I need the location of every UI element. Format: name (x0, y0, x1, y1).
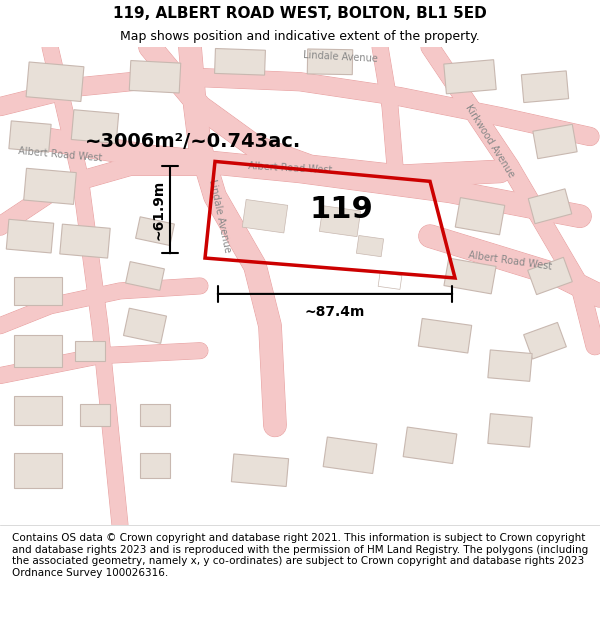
Polygon shape (418, 319, 472, 353)
Text: Albert Road West: Albert Road West (248, 161, 332, 176)
Polygon shape (323, 437, 377, 474)
Text: Lindale Avenue: Lindale Avenue (208, 179, 233, 254)
Polygon shape (125, 262, 164, 291)
Polygon shape (356, 236, 383, 257)
Polygon shape (80, 404, 110, 426)
Polygon shape (488, 414, 532, 447)
Polygon shape (319, 206, 361, 237)
Polygon shape (455, 198, 505, 235)
Polygon shape (24, 168, 76, 204)
Polygon shape (140, 404, 170, 426)
Polygon shape (528, 189, 572, 224)
Text: Contains OS data © Crown copyright and database right 2021. This information is : Contains OS data © Crown copyright and d… (12, 533, 588, 578)
Text: Albert Road West: Albert Road West (467, 250, 553, 272)
Polygon shape (129, 61, 181, 93)
Text: Albert Road West: Albert Road West (17, 146, 103, 163)
Polygon shape (488, 350, 532, 381)
Polygon shape (60, 224, 110, 258)
Polygon shape (521, 71, 569, 102)
Text: 119, ALBERT ROAD WEST, BOLTON, BL1 5ED: 119, ALBERT ROAD WEST, BOLTON, BL1 5ED (113, 6, 487, 21)
Polygon shape (14, 277, 62, 305)
Polygon shape (140, 452, 170, 478)
Text: ~61.9m: ~61.9m (151, 179, 165, 240)
Text: Lindale Avenue: Lindale Avenue (302, 50, 377, 64)
Polygon shape (75, 341, 105, 361)
Polygon shape (9, 121, 51, 152)
Polygon shape (124, 308, 166, 343)
Polygon shape (232, 454, 289, 486)
Polygon shape (14, 452, 62, 488)
Polygon shape (403, 427, 457, 464)
Polygon shape (6, 219, 54, 253)
Polygon shape (215, 49, 265, 75)
Polygon shape (444, 60, 496, 94)
Polygon shape (26, 62, 84, 101)
Text: ~87.4m: ~87.4m (305, 305, 365, 319)
Polygon shape (307, 49, 353, 74)
Polygon shape (71, 110, 119, 143)
Text: 119: 119 (310, 195, 373, 224)
Polygon shape (136, 217, 175, 246)
Polygon shape (527, 258, 572, 294)
Text: Kirkwood Avenue: Kirkwood Avenue (464, 103, 517, 180)
Text: ~3006m²/~0.743ac.: ~3006m²/~0.743ac. (85, 132, 301, 151)
Polygon shape (524, 322, 566, 359)
Polygon shape (14, 396, 62, 426)
Text: Map shows position and indicative extent of the property.: Map shows position and indicative extent… (120, 30, 480, 43)
Polygon shape (242, 199, 288, 233)
Polygon shape (533, 124, 577, 159)
Polygon shape (378, 272, 402, 289)
Polygon shape (14, 335, 62, 367)
Polygon shape (444, 258, 496, 294)
